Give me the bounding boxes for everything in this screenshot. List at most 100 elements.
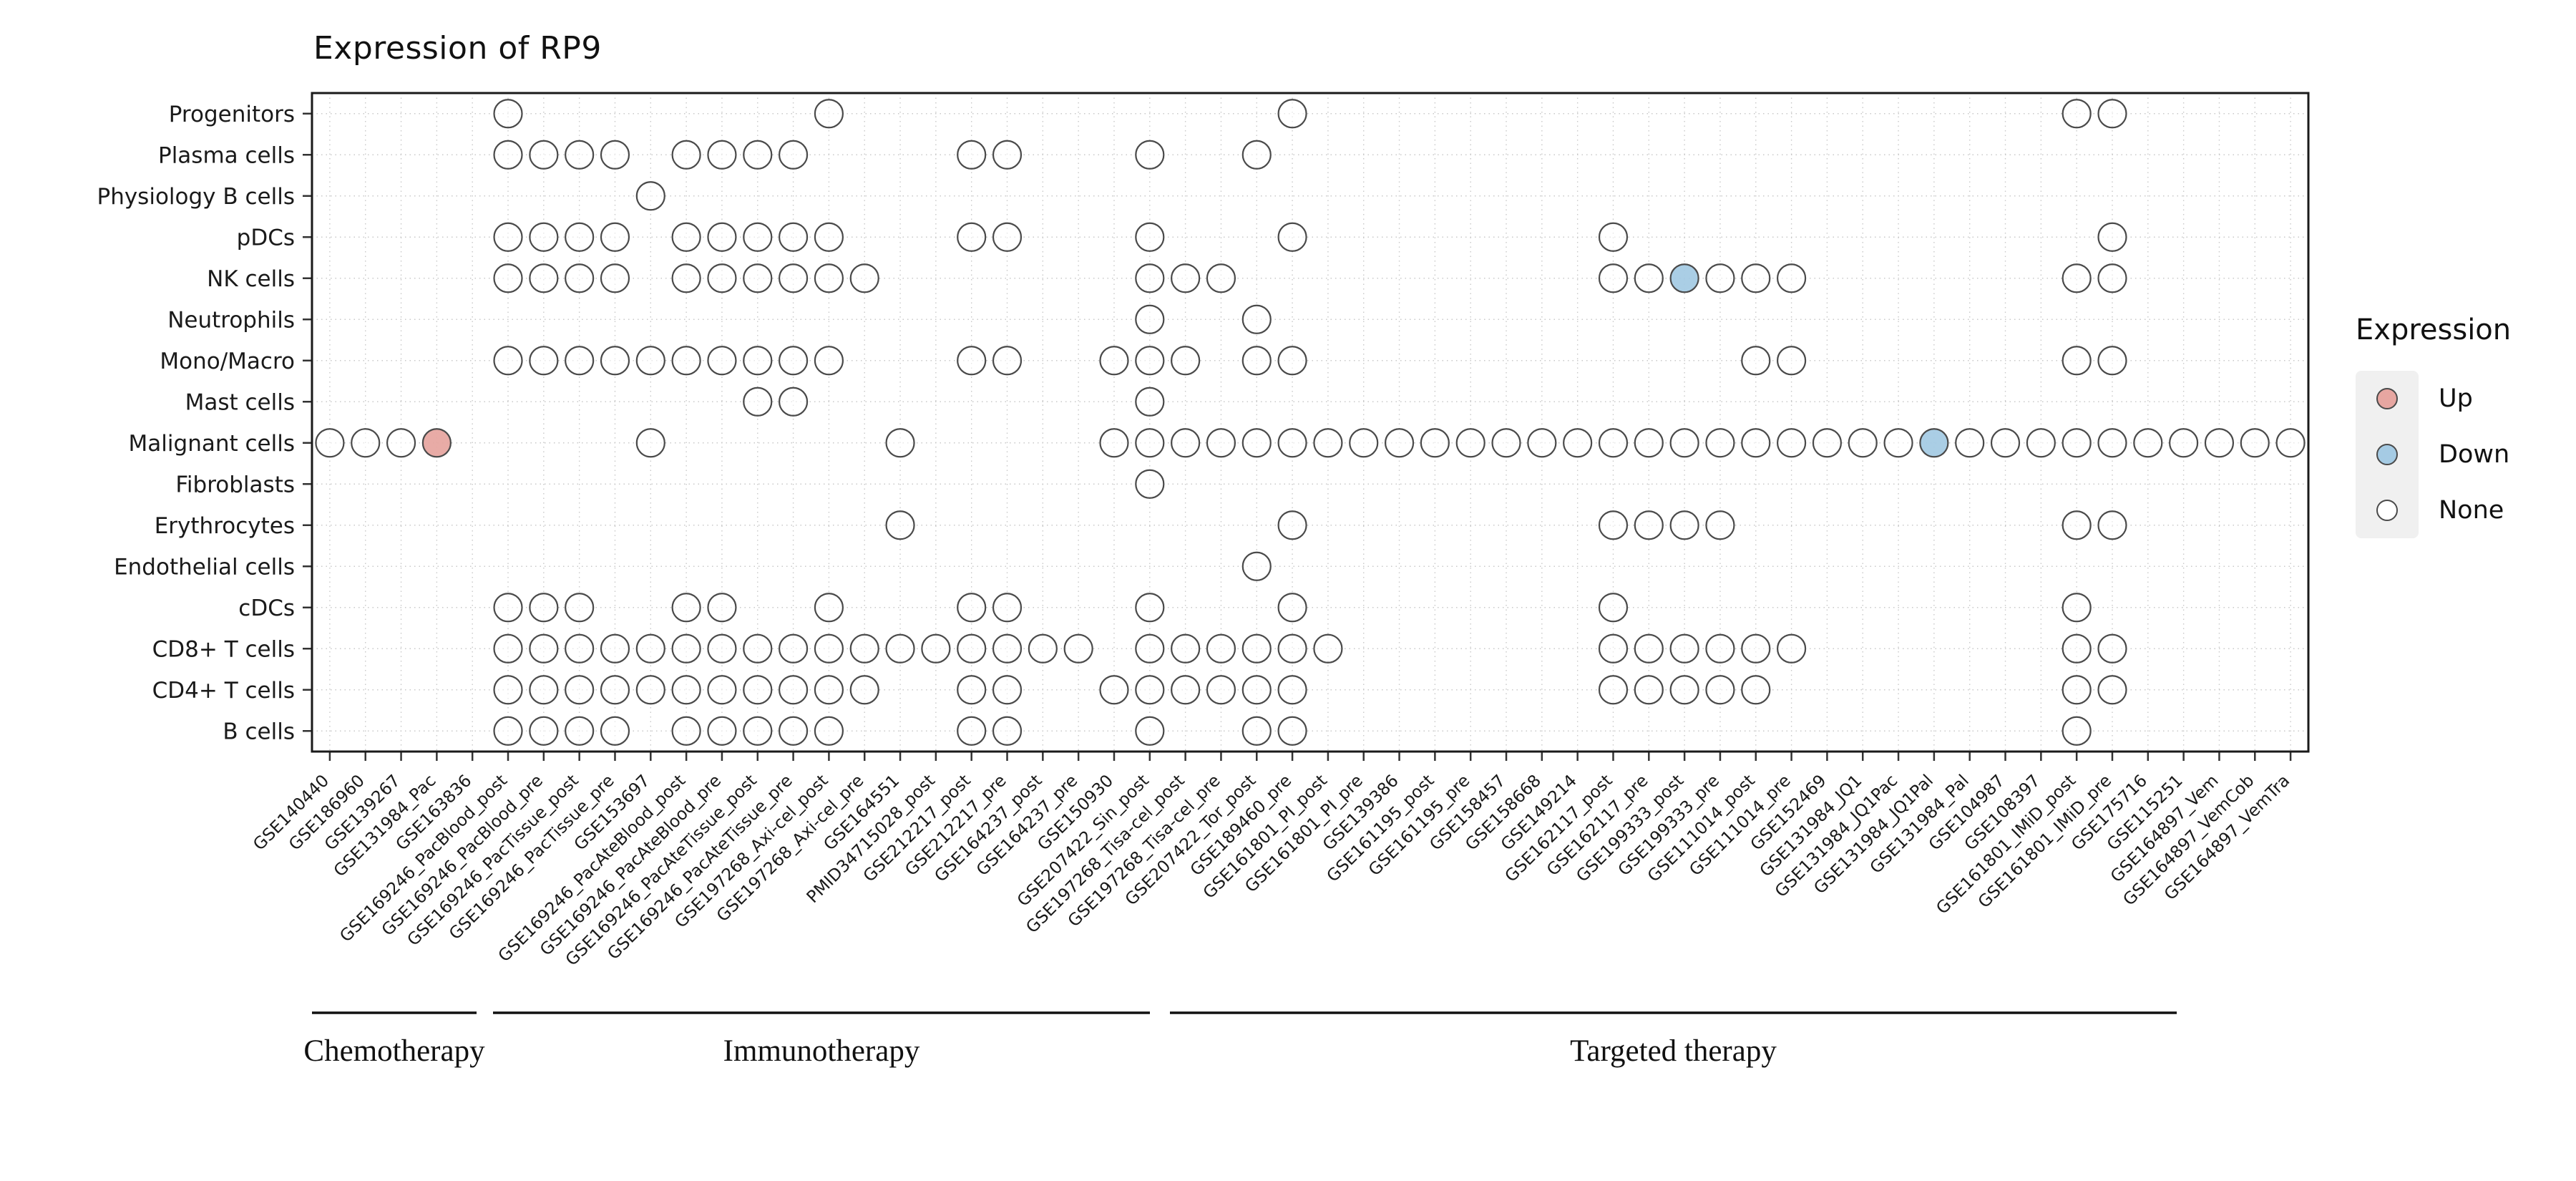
expression-dot-none (600, 222, 630, 252)
legend-item-label: None (2439, 496, 2504, 525)
expression-dot-none (1598, 633, 1629, 664)
row-label: Mast cells (185, 389, 295, 415)
row-label: Malignant cells (129, 431, 295, 457)
expression-dot-none (600, 140, 630, 170)
expression-dot-none (743, 716, 773, 746)
expression-dot-none (1598, 675, 1629, 705)
expression-dot-none (743, 675, 773, 705)
expression-dot-none (671, 140, 701, 170)
expression-dot-none (885, 510, 915, 540)
expression-dot-none (1241, 551, 1272, 581)
expression-dot-none (671, 593, 701, 623)
expression-dot-none (707, 675, 737, 705)
expression-dot-none (778, 346, 809, 376)
expression-dot-none (1135, 593, 1165, 623)
expression-dot-none (707, 633, 737, 664)
row-label: pDCs (237, 225, 295, 251)
expression-dot-none (1598, 222, 1629, 252)
expression-dot-none (1241, 716, 1272, 746)
expression-dot-none (707, 716, 737, 746)
expression-dot-none (600, 263, 630, 293)
expression-dot-none (814, 633, 844, 664)
expression-dot-none (2062, 263, 2092, 293)
expression-dot-none (2062, 510, 2092, 540)
expression-dot-none (1741, 428, 1771, 458)
expression-dot-none (1241, 346, 1272, 376)
expression-dot-none (493, 346, 523, 376)
expression-dot-none (1955, 428, 1985, 458)
expression-dot-none (849, 263, 879, 293)
chart-title: Expression of RP9 (313, 30, 602, 67)
expression-dot-none (493, 593, 523, 623)
expression-dot-none (1634, 675, 1664, 705)
expression-dot-none (493, 263, 523, 293)
legend-item-up: Up (2356, 371, 2511, 427)
expression-dot-none (1634, 633, 1664, 664)
expression-dot-none (2062, 346, 2092, 376)
expression-dot-none (1135, 675, 1165, 705)
expression-dot-none (743, 633, 773, 664)
expression-dot-none (1135, 222, 1165, 252)
expression-dot-none (707, 593, 737, 623)
expression-dot-none (2169, 428, 2199, 458)
row-label: Progenitors (169, 102, 295, 127)
expression-dot-none (493, 633, 523, 664)
expression-dot-none (814, 675, 844, 705)
expression-dot-none (849, 675, 879, 705)
legend-key (2356, 482, 2419, 538)
expression-dot-none (1384, 428, 1415, 458)
expression-dot-none (1705, 263, 1735, 293)
expression-dot-none (957, 346, 987, 376)
expression-dot-none (1277, 99, 1307, 129)
expression-dot-none (957, 222, 987, 252)
expression-dot-none (957, 593, 987, 623)
row-label: Fibroblasts (175, 472, 295, 497)
expression-dot-none (1241, 675, 1272, 705)
row-label: cDCs (238, 596, 295, 621)
expression-dot-none (992, 716, 1023, 746)
expression-dot-none (814, 716, 844, 746)
expression-dot-none (743, 222, 773, 252)
expression-dot-none (1705, 675, 1735, 705)
expression-dot-none (2097, 633, 2127, 664)
expression-dot-none (814, 346, 844, 376)
expression-dot-none (1634, 510, 1664, 540)
expression-dot-none (1171, 346, 1201, 376)
expression-dot-none (1099, 675, 1129, 705)
expression-dot-none (1277, 428, 1307, 458)
expression-dot-none (1776, 428, 1807, 458)
expression-dot-none (493, 675, 523, 705)
expression-dot-none (2097, 263, 2127, 293)
row-label: NK cells (207, 266, 295, 292)
expression-dot-none (1669, 633, 1699, 664)
expression-dot-none (635, 346, 665, 376)
expression-dot-none (2275, 428, 2306, 458)
expression-dot-none (2062, 428, 2092, 458)
expression-dot-none (315, 428, 345, 458)
expression-dot-none (1171, 263, 1201, 293)
expression-dot-none (2097, 222, 2127, 252)
row-label: Erythrocytes (155, 513, 295, 539)
expression-dot-none (778, 675, 809, 705)
expression-dot-none (1277, 510, 1307, 540)
expression-dot-none (814, 222, 844, 252)
expression-dot-none (565, 633, 595, 664)
expression-dot-none (493, 222, 523, 252)
expression-dot-none (1135, 140, 1165, 170)
expression-dot-none (2133, 428, 2163, 458)
legend-key (2356, 427, 2419, 482)
expression-dot-none (1669, 675, 1699, 705)
expression-dot-none (992, 346, 1023, 376)
expression-dot-none (1277, 633, 1307, 664)
expression-dot-none (885, 633, 915, 664)
expression-dot-none (1313, 428, 1343, 458)
expression-dot-none (1990, 428, 2021, 458)
expression-dot-none (2204, 428, 2235, 458)
expression-dot-none (1028, 633, 1058, 664)
expression-dot-none (743, 140, 773, 170)
expression-dot-none (600, 675, 630, 705)
row-label: Neutrophils (167, 307, 295, 333)
legend-dot-none-icon (2376, 500, 2398, 521)
expression-dot-none (1527, 428, 1557, 458)
expression-dot-none (743, 346, 773, 376)
